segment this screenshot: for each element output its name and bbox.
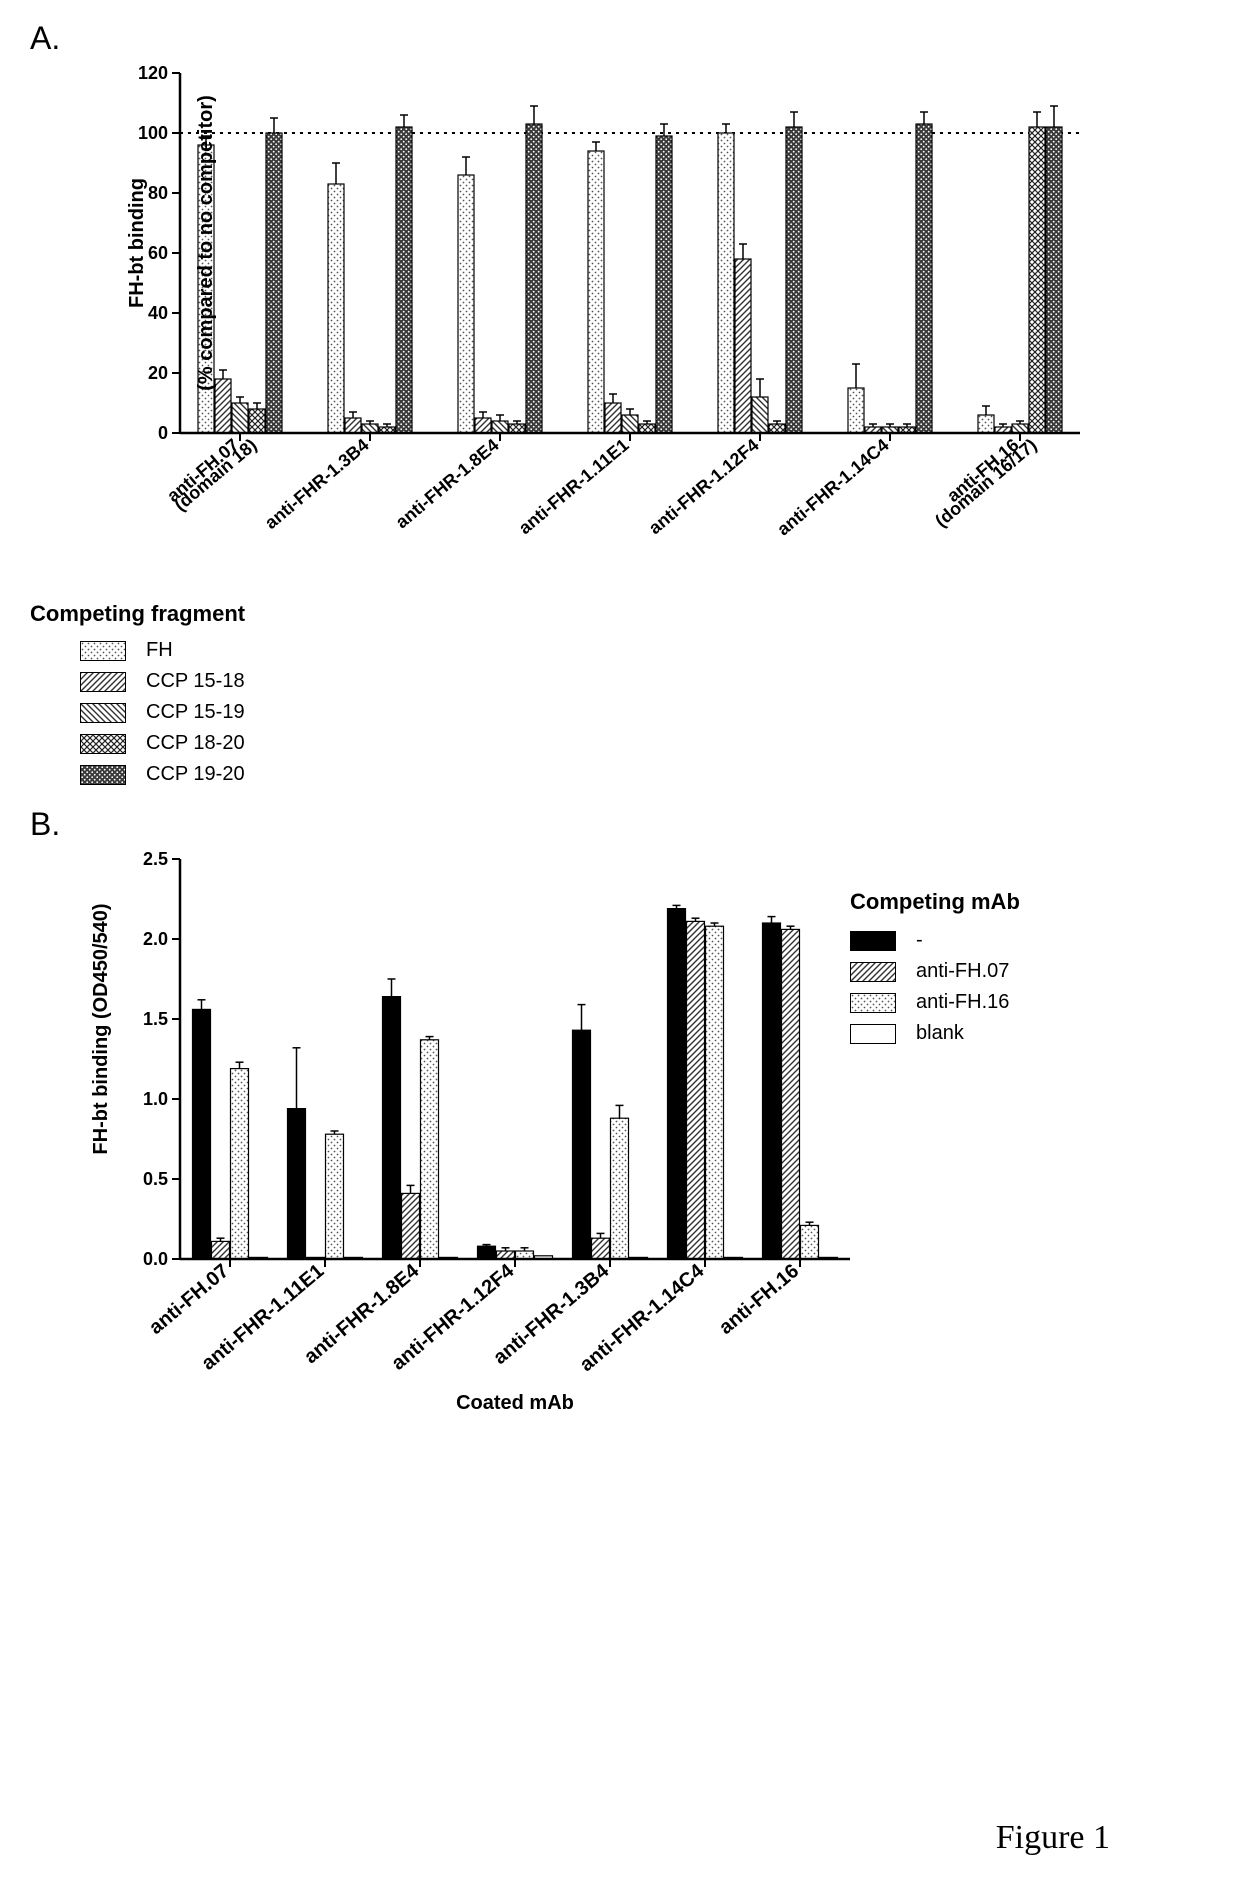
legend-item: CCP 15-19 (80, 701, 1210, 724)
legend-label: CCP 15-19 (146, 701, 245, 724)
legend-label: FH (146, 639, 173, 662)
chart-a: FH-bt binding (% compared to no competit… (140, 63, 1210, 583)
chart-b-xlabel: Coated mAb (456, 1392, 574, 1414)
chart-b: FH-bt binding (OD450/540) (140, 849, 1210, 1469)
legend-swatch (80, 703, 126, 723)
legend-item: FH (80, 639, 1210, 662)
legend-swatch (80, 672, 126, 692)
legend-a-title: Competing fragment (30, 601, 1210, 627)
svg-text:anti-FHR-1.8E4: anti-FHR-1.8E4 (392, 435, 503, 533)
legend-item: CCP 19-20 (80, 763, 1210, 786)
figure-caption: Figure 1 (996, 1819, 1110, 1857)
svg-text:1.5: 1.5 (143, 1009, 168, 1029)
legend-swatch (850, 931, 896, 951)
svg-text:anti-FHR-1.11E1: anti-FHR-1.11E1 (515, 435, 633, 538)
chart-a-ylabel: FH-bt binding (% compared to no competit… (80, 63, 264, 423)
legend-swatch (80, 734, 126, 754)
legend-swatch (850, 1024, 896, 1044)
legend-label: CCP 18-20 (146, 732, 245, 755)
legend-label: anti-FH.16 (916, 991, 1009, 1014)
svg-text:0: 0 (158, 423, 168, 443)
svg-text:(domain 16/17): (domain 16/17) (931, 435, 1040, 531)
legend-label: - (916, 929, 923, 952)
svg-text:1.0: 1.0 (143, 1089, 168, 1109)
legend-label: CCP 19-20 (146, 763, 245, 786)
panel-b-label: B. (30, 806, 1210, 843)
svg-text:anti-FH.16: anti-FH.16 (715, 1260, 803, 1339)
legend-item: CCP 18-20 (80, 732, 1210, 755)
svg-text:anti-FH.07: anti-FH.07 (145, 1260, 233, 1339)
legend-swatch (850, 993, 896, 1013)
svg-text:0.5: 0.5 (143, 1169, 168, 1189)
svg-text:anti-FHR-1.14C4: anti-FHR-1.14C4 (773, 435, 892, 540)
legend-swatch (850, 962, 896, 982)
svg-text:anti-FHR-1.12F4: anti-FHR-1.12F4 (645, 435, 763, 538)
svg-text:0.0: 0.0 (143, 1249, 168, 1269)
legend-label: CCP 15-18 (146, 670, 245, 693)
legend-item: CCP 15-18 (80, 670, 1210, 693)
legend-a: FH (80, 639, 1210, 786)
svg-text:2.0: 2.0 (143, 929, 168, 949)
legend-item: - (850, 929, 1020, 952)
chart-b-ylabel: FH-bt binding (OD450/540) (90, 829, 113, 1229)
svg-text:anti-FHR-1.3B4: anti-FHR-1.3B4 (261, 435, 373, 533)
legend-b-title: Competing mAb (850, 889, 1020, 915)
svg-text:2.5: 2.5 (143, 849, 168, 869)
legend-label: anti-FH.07 (916, 960, 1009, 983)
legend-b: Competing mAb (850, 889, 1020, 1053)
legend-swatch (80, 641, 126, 661)
legend-item: blank (850, 1022, 1020, 1045)
legend-item: anti-FH.07 (850, 960, 1020, 983)
legend-label: blank (916, 1022, 964, 1045)
legend-item: anti-FH.16 (850, 991, 1020, 1014)
legend-swatch (80, 765, 126, 785)
panel-a-label: A. (30, 20, 1210, 57)
